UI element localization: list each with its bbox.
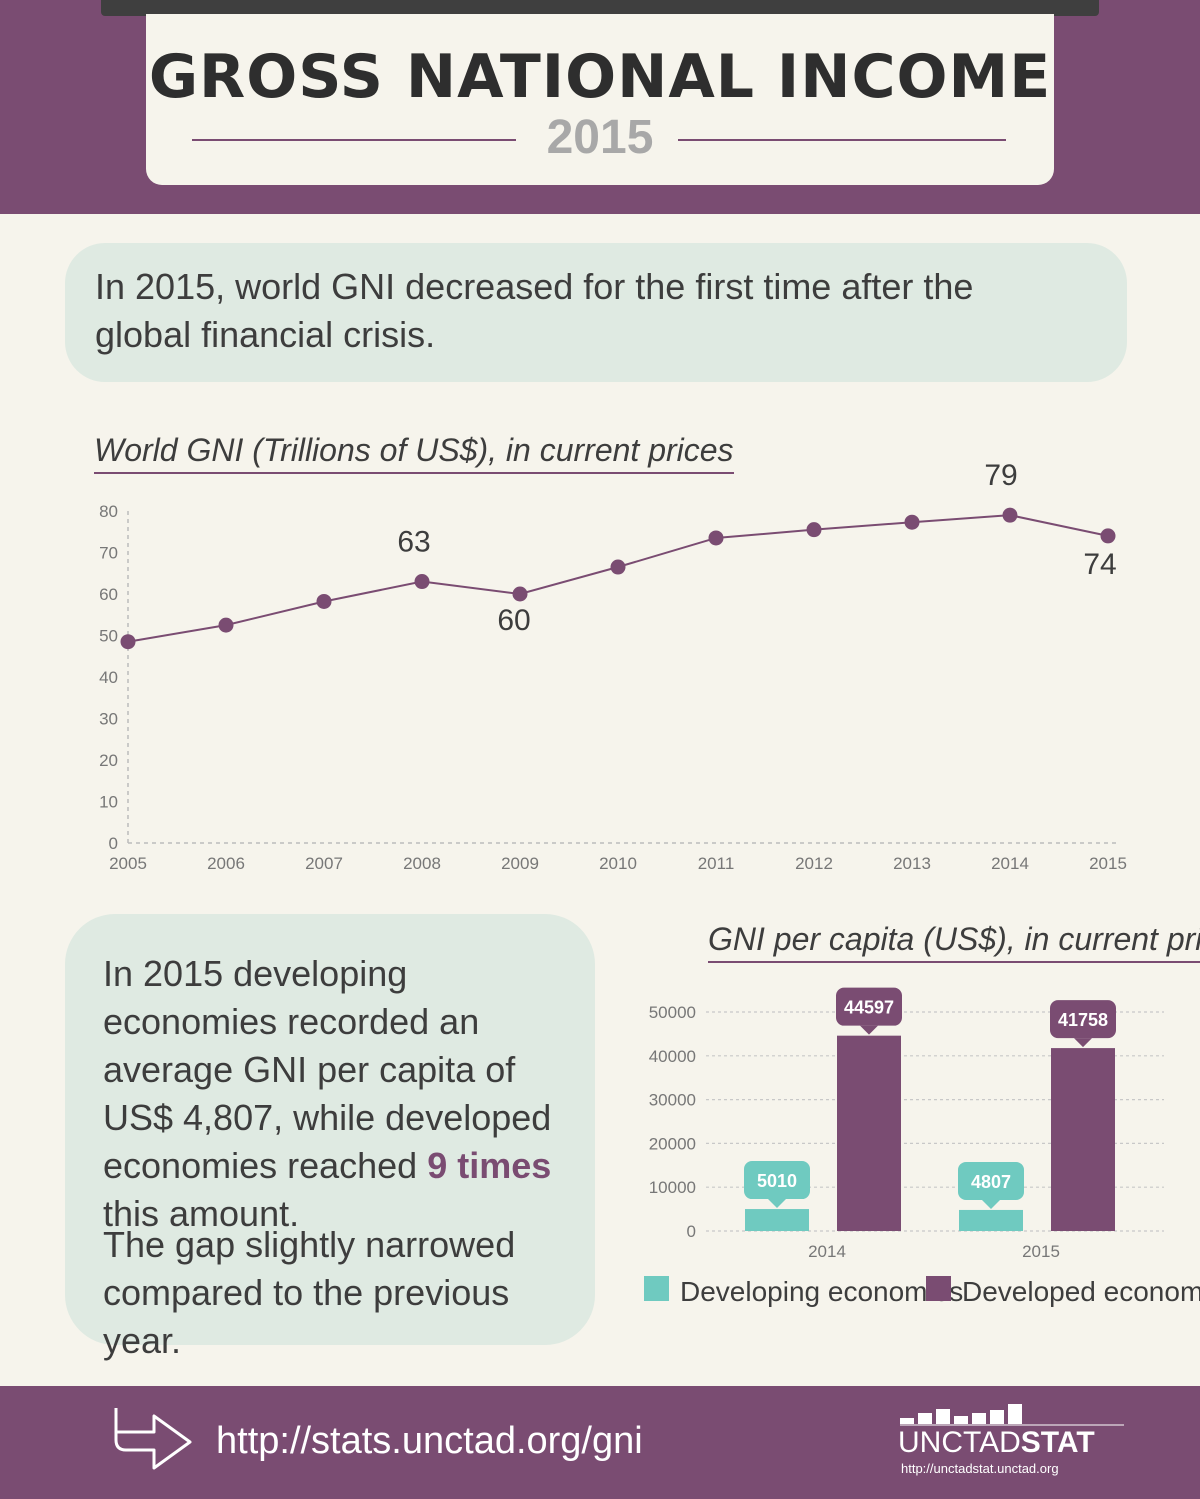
data-label: 41758 (1058, 1010, 1108, 1030)
bar (1051, 1048, 1115, 1231)
logo-unctad-text: UNCTAD (898, 1426, 1021, 1459)
y-tick-label: 20000 (649, 1134, 696, 1153)
y-tick-label: 0 (109, 834, 118, 853)
legend-label: Developing economies (680, 1276, 963, 1307)
legend-swatch (926, 1276, 951, 1301)
y-tick-label: 10 (99, 793, 118, 812)
logo-url: http://unctadstat.unctad.org (901, 1461, 1059, 1476)
data-point (1100, 528, 1116, 544)
bar (745, 1209, 809, 1231)
x-tick-label: 2008 (403, 854, 441, 873)
x-tick-label: 2006 (207, 854, 245, 873)
header-band: GROSS NATIONAL INCOME 2015 (0, 0, 1200, 214)
data-label-pointer (982, 1199, 1000, 1209)
summary-paragraph-2: The gap slightly narrowed compared to th… (103, 1224, 516, 1361)
data-point (708, 530, 724, 546)
x-tick-label: 2014 (991, 854, 1029, 873)
data-label: 63 (397, 526, 430, 559)
summary-text-after: this amount. (103, 1193, 300, 1234)
header-top-bar (101, 0, 1099, 16)
header-card: GROSS NATIONAL INCOME 2015 (146, 14, 1054, 185)
y-tick-label: 20 (99, 751, 118, 770)
intro-box: In 2015, world GNI decreased for the fir… (65, 243, 1127, 382)
data-label: 4807 (971, 1172, 1011, 1192)
x-tick-label: 2015 (1089, 854, 1127, 873)
y-tick-label: 80 (99, 502, 118, 521)
data-label: 5010 (757, 1171, 797, 1191)
legend-label: Developed economies (962, 1276, 1200, 1307)
stats-link[interactable]: http://stats.unctad.org/gni (216, 1420, 643, 1462)
x-tick-label: 2015 (1022, 1242, 1060, 1261)
world-gni-line-chart: 0 10 20 30 40 50 60 70 80 2005 2006 2007 2008 2009 201… (99, 459, 1127, 873)
x-tick-label: 2010 (599, 854, 637, 873)
y-tick-label: 30000 (649, 1091, 696, 1110)
summary-highlight: 9 times (427, 1145, 552, 1186)
data-label: 44597 (844, 998, 894, 1018)
x-tick-label: 2014 (808, 1242, 846, 1261)
unctadstat-logo: UNCTADSTAT (898, 1426, 1095, 1460)
y-tick-label: 0 (687, 1222, 696, 1241)
title-rule-left (192, 139, 516, 141)
summary-box: In 2015 developing economies recorded an… (65, 914, 595, 1361)
page-year: 2015 (546, 111, 654, 164)
data-point (806, 522, 822, 538)
legend-swatch (644, 1276, 669, 1301)
y-tick-label: 40 (99, 668, 118, 687)
data-label-pointer (1074, 1038, 1092, 1048)
x-tick-label: 2007 (305, 854, 343, 873)
data-point (610, 559, 626, 575)
summary-text-before: In 2015 developing economies recorded an… (103, 953, 552, 1186)
y-tick-label: 60 (99, 585, 118, 604)
data-point (512, 586, 528, 602)
title-rule-right (678, 139, 1006, 141)
arrow-right-icon (114, 1408, 192, 1470)
page-title: GROSS NATIONAL INCOME (148, 42, 1052, 112)
series-line (127, 514, 1109, 643)
intro-text: In 2015, world GNI decreased for the fir… (95, 266, 974, 355)
y-tick-label: 50 (99, 627, 118, 646)
x-tick-label: 2011 (698, 854, 735, 873)
bar-chart-title: GNI per capita (US$), in current prices (708, 919, 1200, 963)
data-point (414, 574, 430, 590)
y-tick-label: 70 (99, 544, 118, 563)
summary-paragraph-1: In 2015 developing economies recorded an… (103, 950, 583, 1238)
data-point (218, 617, 234, 633)
line-chart-title: World GNI (Trillions of US$), in current… (94, 430, 734, 474)
data-label-pointer (768, 1199, 786, 1209)
data-label-bubble (958, 1161, 1024, 1200)
data-label-bubble (836, 987, 902, 1026)
logo-stat-text: STAT (1020, 1426, 1095, 1459)
y-tick-label: 50000 (649, 1003, 696, 1022)
x-tick-label: 2012 (795, 854, 833, 873)
y-tick-label: 30 (99, 710, 118, 729)
data-point (1002, 507, 1018, 523)
x-tick-label: 2009 (501, 854, 539, 873)
unctadstat-logo-bars (900, 1404, 1124, 1426)
bar (837, 1035, 901, 1231)
data-point (120, 634, 136, 650)
x-tick-label: 2005 (109, 854, 147, 873)
data-point (904, 514, 920, 530)
data-label-pointer (860, 1025, 878, 1035)
data-point (316, 593, 332, 609)
data-label-bubble (744, 1161, 810, 1200)
y-tick-label: 10000 (649, 1178, 696, 1197)
data-label: 79 (984, 459, 1017, 492)
y-tick-label: 40000 (649, 1047, 696, 1066)
data-label: 60 (497, 604, 530, 637)
bar (959, 1209, 1023, 1231)
footer-band: http://stats.unctad.org/gni UNCTADSTAT h… (0, 1386, 1200, 1499)
x-tick-label: 2013 (893, 854, 931, 873)
data-label-bubble (1050, 1000, 1116, 1039)
data-label: 74 (1083, 548, 1116, 581)
